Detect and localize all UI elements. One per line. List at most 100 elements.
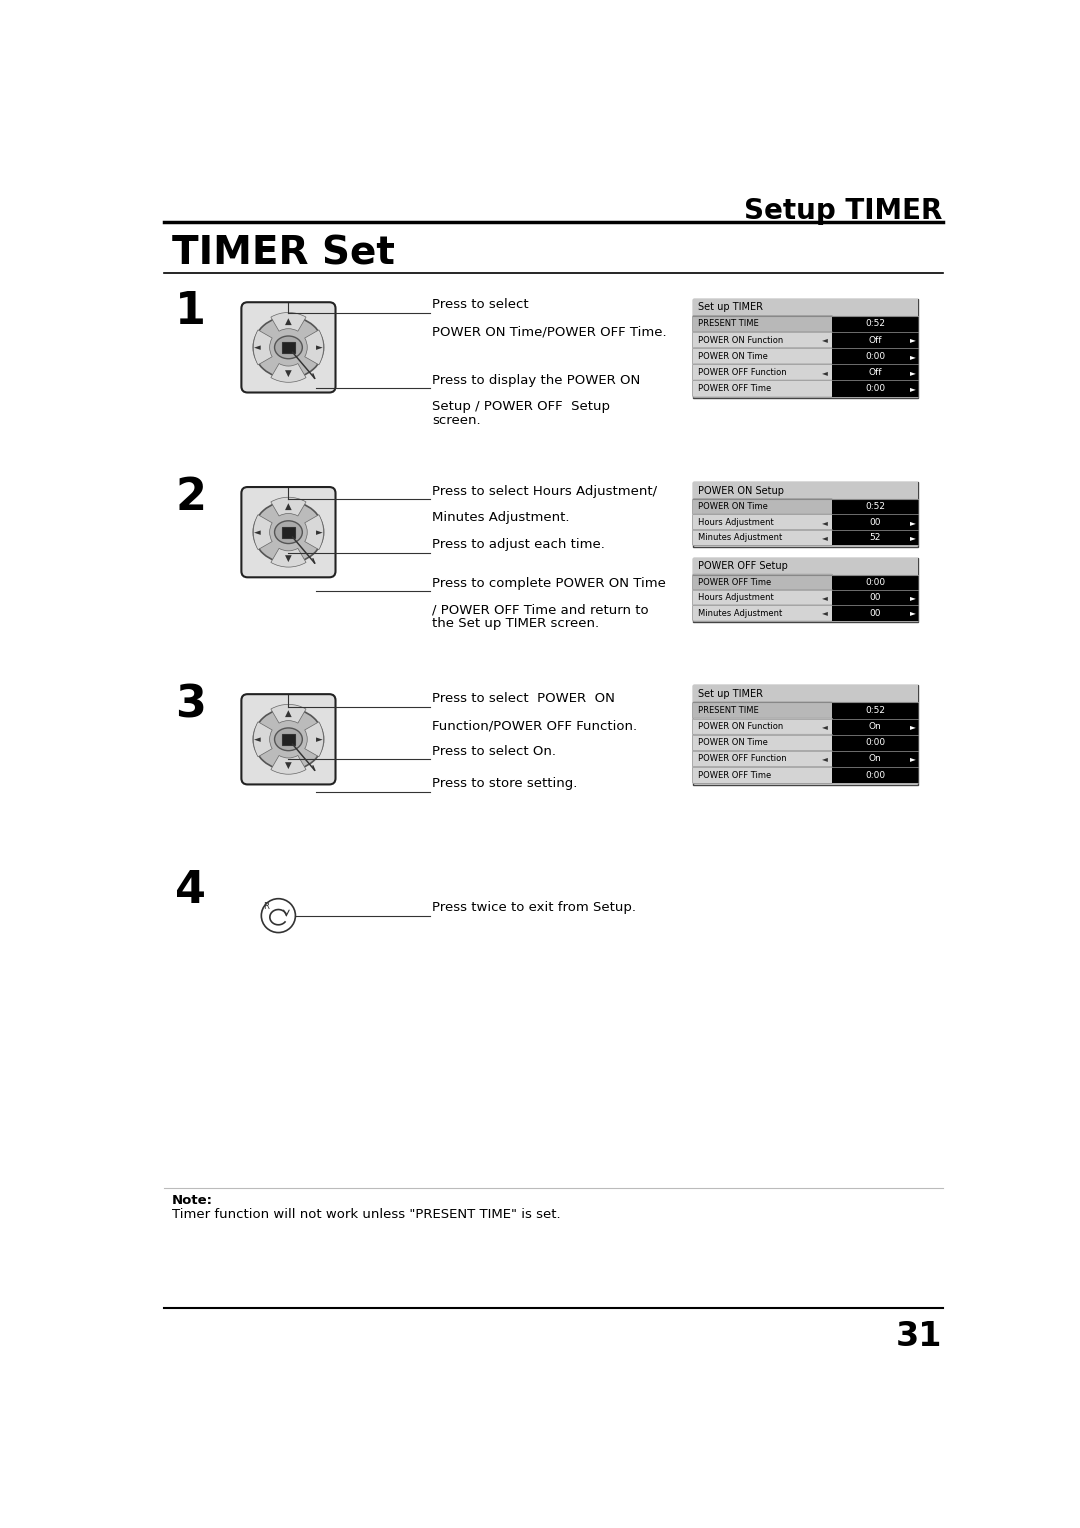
Text: POWER ON Time: POWER ON Time <box>699 738 768 747</box>
FancyBboxPatch shape <box>693 558 918 622</box>
Text: ◄: ◄ <box>254 735 260 744</box>
Text: POWER ON Function: POWER ON Function <box>699 723 784 730</box>
Text: POWER OFF Function: POWER OFF Function <box>699 755 787 764</box>
FancyBboxPatch shape <box>693 767 833 784</box>
FancyBboxPatch shape <box>693 299 918 399</box>
FancyBboxPatch shape <box>693 500 833 515</box>
FancyBboxPatch shape <box>692 332 833 348</box>
Text: Hours Adjustment: Hours Adjustment <box>699 518 774 527</box>
Text: 0:52: 0:52 <box>865 503 885 512</box>
Text: ◄: ◄ <box>822 608 827 617</box>
Text: POWER OFF Function: POWER OFF Function <box>699 368 787 377</box>
Text: 1: 1 <box>175 290 206 333</box>
FancyBboxPatch shape <box>693 590 833 605</box>
FancyBboxPatch shape <box>693 686 918 703</box>
FancyBboxPatch shape <box>693 483 918 500</box>
FancyBboxPatch shape <box>693 575 833 590</box>
Text: POWER ON Setup: POWER ON Setup <box>698 486 784 495</box>
Wedge shape <box>271 755 306 775</box>
FancyBboxPatch shape <box>833 348 918 364</box>
FancyBboxPatch shape <box>693 348 833 364</box>
Text: POWER OFF Time: POWER OFF Time <box>699 578 772 587</box>
Text: ►: ► <box>909 518 916 527</box>
FancyBboxPatch shape <box>833 767 918 784</box>
Text: Off: Off <box>868 336 881 344</box>
Text: ◄: ◄ <box>254 527 260 536</box>
Text: Minutes Adjustment.: Minutes Adjustment. <box>432 512 569 524</box>
Text: Press to select  POWER  ON: Press to select POWER ON <box>432 692 615 706</box>
Text: 0:52: 0:52 <box>865 706 885 715</box>
Text: Press to adjust each time.: Press to adjust each time. <box>432 538 605 552</box>
Text: ►: ► <box>909 368 916 377</box>
FancyBboxPatch shape <box>833 500 918 515</box>
Text: Press to store setting.: Press to store setting. <box>432 778 577 790</box>
Text: / POWER OFF Time and return to: / POWER OFF Time and return to <box>432 604 648 617</box>
Text: Off: Off <box>868 368 881 377</box>
FancyBboxPatch shape <box>282 733 295 746</box>
FancyBboxPatch shape <box>833 703 918 718</box>
Text: Minutes Adjustment: Minutes Adjustment <box>699 608 783 617</box>
FancyBboxPatch shape <box>693 364 833 380</box>
FancyBboxPatch shape <box>692 590 833 605</box>
Wedge shape <box>271 364 306 382</box>
Text: 00: 00 <box>869 608 881 617</box>
Text: ◄: ◄ <box>254 342 260 351</box>
Ellipse shape <box>254 709 324 770</box>
Text: ▲: ▲ <box>285 501 292 510</box>
FancyBboxPatch shape <box>692 530 833 545</box>
FancyBboxPatch shape <box>693 718 833 735</box>
FancyBboxPatch shape <box>692 315 833 333</box>
FancyBboxPatch shape <box>833 316 918 332</box>
FancyBboxPatch shape <box>242 694 336 784</box>
Text: PRESENT TIME: PRESENT TIME <box>699 706 759 715</box>
Text: POWER ON Time: POWER ON Time <box>699 503 768 512</box>
Text: the Set up TIMER screen.: the Set up TIMER screen. <box>432 617 599 630</box>
Text: ◄: ◄ <box>822 593 827 602</box>
Text: Press twice to exit from Setup.: Press twice to exit from Setup. <box>432 902 636 914</box>
FancyBboxPatch shape <box>693 316 833 332</box>
Text: Press to select: Press to select <box>432 298 528 312</box>
Text: ▼: ▼ <box>285 368 292 377</box>
Ellipse shape <box>274 727 302 750</box>
FancyBboxPatch shape <box>693 380 833 397</box>
Text: Press to select On.: Press to select On. <box>432 744 556 758</box>
Text: R: R <box>262 902 269 911</box>
FancyBboxPatch shape <box>282 342 295 353</box>
Ellipse shape <box>254 501 324 562</box>
Text: Press to display the POWER ON: Press to display the POWER ON <box>432 374 640 387</box>
FancyBboxPatch shape <box>693 332 833 348</box>
FancyBboxPatch shape <box>693 515 833 530</box>
Text: ►: ► <box>316 342 323 351</box>
FancyBboxPatch shape <box>833 718 918 735</box>
Text: ◄: ◄ <box>822 755 827 764</box>
Text: Hours Adjustment: Hours Adjustment <box>699 593 774 602</box>
FancyBboxPatch shape <box>833 750 918 767</box>
FancyBboxPatch shape <box>692 380 833 397</box>
FancyBboxPatch shape <box>692 364 833 380</box>
Text: ►: ► <box>909 723 916 730</box>
Text: Setup / POWER OFF  Setup: Setup / POWER OFF Setup <box>432 400 610 414</box>
Text: ►: ► <box>909 384 916 393</box>
FancyBboxPatch shape <box>693 735 833 750</box>
Text: ▲: ▲ <box>285 709 292 718</box>
Text: PRESENT TIME: PRESENT TIME <box>699 319 759 329</box>
Text: 2: 2 <box>175 475 206 520</box>
FancyBboxPatch shape <box>693 686 918 785</box>
Wedge shape <box>305 515 324 550</box>
Text: 00: 00 <box>869 593 881 602</box>
FancyBboxPatch shape <box>242 303 336 393</box>
Wedge shape <box>271 312 306 332</box>
Text: POWER OFF Time: POWER OFF Time <box>699 384 772 393</box>
Text: Note:: Note: <box>172 1195 213 1207</box>
FancyBboxPatch shape <box>692 735 833 752</box>
Circle shape <box>261 898 296 932</box>
Text: 0:00: 0:00 <box>865 770 886 779</box>
Text: ►: ► <box>909 608 916 617</box>
FancyBboxPatch shape <box>833 735 918 750</box>
Wedge shape <box>254 515 272 550</box>
Text: 0:00: 0:00 <box>865 738 886 747</box>
FancyBboxPatch shape <box>692 498 833 515</box>
Text: ◄: ◄ <box>822 723 827 730</box>
Text: 00: 00 <box>869 518 881 527</box>
Ellipse shape <box>274 521 302 544</box>
